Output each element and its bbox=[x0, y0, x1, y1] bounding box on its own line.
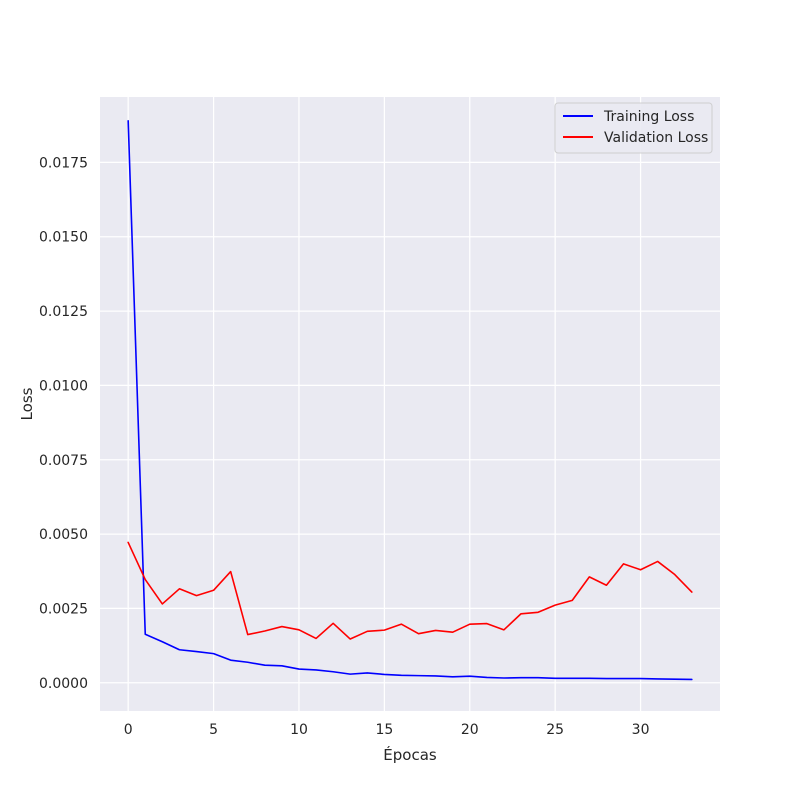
legend-label-training-loss: Training Loss bbox=[603, 109, 694, 125]
y-tick-label: 0.0150 bbox=[39, 230, 88, 246]
x-axis-label: Épocas bbox=[383, 745, 437, 764]
x-tick-label: 25 bbox=[546, 722, 564, 738]
series-lines bbox=[127, 119, 693, 681]
legend-label-validation-loss: Validation Loss bbox=[604, 130, 708, 146]
y-tick-label: 0.0125 bbox=[39, 304, 88, 320]
y-tick-label: 0.0050 bbox=[39, 527, 88, 543]
x-tick-label: 20 bbox=[461, 722, 479, 738]
series-line-training-loss bbox=[127, 119, 693, 681]
y-tick-label: 0.0100 bbox=[39, 378, 88, 394]
x-tick-label: 10 bbox=[290, 722, 308, 738]
y-axis-label: Loss bbox=[18, 387, 36, 420]
x-tick-label: 0 bbox=[124, 722, 133, 738]
legend: Training Loss Validation Loss bbox=[554, 102, 713, 154]
x-tick-label: 15 bbox=[375, 722, 393, 738]
series-line-validation-loss bbox=[127, 541, 693, 640]
y-tick-label: 0.0025 bbox=[39, 601, 88, 617]
gridlines bbox=[100, 97, 720, 711]
plot-background bbox=[100, 97, 720, 711]
legend-box bbox=[554, 102, 713, 154]
y-tick-label: 0.0175 bbox=[39, 155, 88, 171]
x-tick-label: 30 bbox=[632, 722, 650, 738]
y-tick-label: 0.0075 bbox=[39, 453, 88, 469]
y-tick-label: 0.0000 bbox=[39, 676, 88, 692]
x-tick-label: 5 bbox=[209, 722, 218, 738]
tick-labels: 0 5 10 15 20 25 30 0.0000 0.0025 0.0050 0.0075 0.01… bbox=[39, 155, 649, 738]
